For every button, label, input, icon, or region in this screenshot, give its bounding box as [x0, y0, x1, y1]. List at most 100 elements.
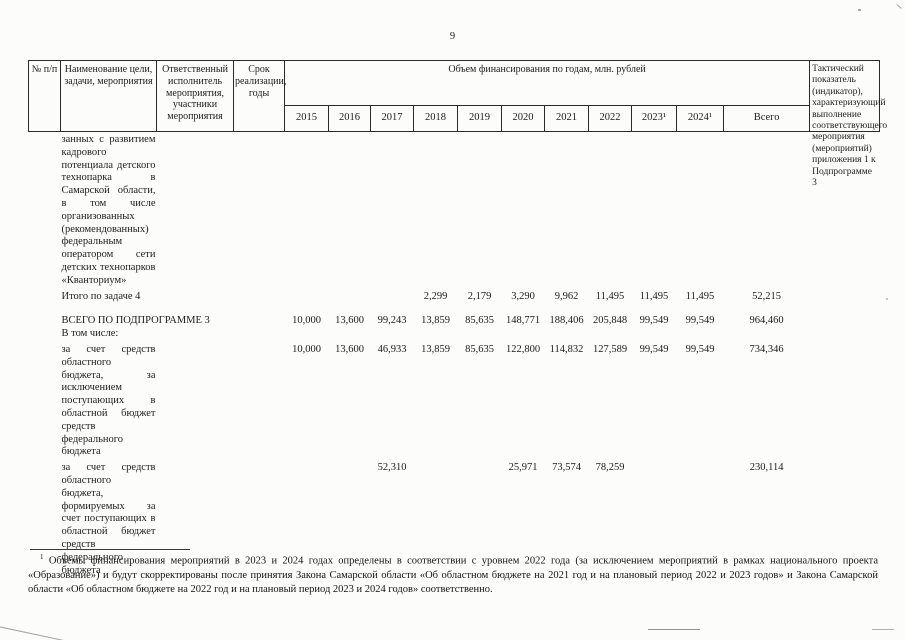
table-cell: 13,859: [421, 343, 450, 355]
table-cell: ВСЕГО ПО ПОДПРОГРАММЕ 3: [61, 315, 210, 327]
table-cell: 230,114: [749, 462, 784, 474]
table-cell: [285, 328, 329, 341]
table-row: за счет средств областного бюджета, форм…: [29, 459, 880, 577]
table-cell: [329, 288, 371, 304]
table-cell: [677, 328, 724, 341]
year-col-header: 2015: [284, 105, 329, 132]
table-cell: 78,259: [595, 462, 625, 474]
table-cell: [724, 132, 810, 288]
table-cell: [458, 328, 502, 341]
table-cell: [810, 303, 880, 328]
footnote-marker: 1: [40, 553, 44, 561]
table-cell: 10,000: [292, 343, 321, 355]
table-cell: [329, 132, 371, 288]
year-col-header: 2016: [328, 105, 371, 132]
table-cell: 734,346: [749, 343, 784, 355]
year-col-header: 2020: [501, 105, 545, 132]
table-cell: [371, 288, 414, 304]
table-cell: [545, 328, 589, 341]
table-cell: 148,771: [505, 315, 541, 327]
table-cell: 25,971: [508, 462, 538, 474]
table-cell: [234, 341, 285, 459]
footnote-body: Объемы финансирования мероприятий в 2023…: [28, 555, 878, 595]
table-cell: [29, 303, 61, 328]
table-cell: за счет средств областного бюджета, форм…: [61, 462, 156, 576]
table-cell: 13,600: [335, 343, 364, 355]
year-col-header: 2023¹: [631, 105, 677, 132]
table-cell: [458, 132, 502, 288]
header-col-name: Наименование цели, задачи, мероприятия: [60, 60, 157, 132]
table-cell: 46,933: [377, 343, 407, 355]
table-row: за счет средств областного бюджета, за и…: [29, 341, 880, 459]
table-header-row-years: 2015 2016 2017 2018 2019 2020 2021 2022 …: [29, 105, 880, 132]
table-cell: 13,600: [335, 315, 364, 327]
table-cell: 52,215: [752, 290, 782, 302]
table-cell: 52,310: [377, 462, 407, 474]
table-cell: [371, 328, 414, 341]
year-col-header: Всего: [722, 105, 811, 132]
table-cell: 2,179: [467, 290, 492, 302]
table-cell: [677, 132, 724, 288]
header-col-num: № п/п: [28, 60, 61, 132]
year-col-header: 2018: [413, 105, 458, 132]
table-cell: [414, 132, 458, 288]
table-cell: 99,549: [685, 315, 715, 327]
table-cell: 13,859: [421, 315, 450, 327]
scan-artifact: [886, 298, 888, 300]
table-cell: 99,549: [639, 343, 669, 355]
table-cell: [589, 328, 632, 341]
table-cell: [724, 328, 810, 341]
header-col-financing: Объем финансирования по годам, млн. рубл…: [283, 60, 811, 106]
year-col-header: 2022: [588, 105, 632, 132]
table-cell: Итого по задаче 4: [61, 290, 141, 302]
table-cell: [545, 132, 589, 288]
footnote: 1 Объемы финансирования мероприятий в 20…: [28, 549, 878, 597]
table-cell: [285, 288, 329, 304]
table-cell: [234, 303, 285, 328]
table-cell: [29, 132, 61, 288]
table-cell: [234, 328, 285, 341]
table-header-row-groups: № п/п Наименование цели, задачи, меропри…: [28, 60, 887, 188]
table-cell: занных с развитием кадрового потенциала …: [61, 134, 156, 286]
table-cell: 114,832: [549, 343, 584, 355]
table-cell: [157, 328, 234, 341]
table-cell: [502, 132, 545, 288]
table-cell: [810, 341, 880, 459]
table-cell: [234, 132, 285, 288]
table-cell: [329, 328, 371, 341]
table-cell: [234, 288, 285, 304]
year-col-header: 2024¹: [676, 105, 724, 132]
scan-artifact: [858, 9, 861, 11]
table-row: занных с развитием кадрового потенциала …: [29, 132, 880, 288]
table-body: занных с развитием кадрового потенциала …: [29, 132, 880, 578]
table-cell: 3,290: [511, 290, 535, 302]
table-cell: [157, 341, 234, 459]
indicator-header-text: Тактический показатель (индикатор), хара…: [812, 64, 888, 188]
scan-artifact: [896, 4, 902, 9]
table-cell: [414, 328, 458, 341]
table-cell: 85,635: [465, 343, 494, 355]
footnote-text: 1 Объемы финансирования мероприятий в 20…: [28, 553, 878, 597]
table-cell: [502, 328, 545, 341]
financing-table: № п/п Наименование цели, задачи, меропри…: [28, 60, 887, 578]
table-row: ВСЕГО ПО ПОДПРОГРАММЕ 3 10,000 13,600 99,24…: [29, 303, 880, 328]
year-col-header: 2021: [544, 105, 589, 132]
table-cell: [29, 341, 61, 459]
header-col-indicator: Тактический показатель (индикатор), хара…: [809, 60, 887, 188]
year-col-header: 2019: [457, 105, 502, 132]
table-cell: 9,962: [554, 290, 579, 302]
table-cell: [632, 328, 677, 341]
scan-artifact: [648, 629, 700, 630]
table-cell: 127,589: [592, 343, 628, 355]
table-cell: [29, 288, 61, 304]
table-cell: 205,848: [592, 315, 628, 327]
table-cell: 964,460: [749, 315, 784, 327]
page-number: 9: [449, 31, 456, 42]
table-cell: 99,549: [639, 315, 669, 327]
table-cell: 10,000: [292, 315, 321, 327]
table-row: В том числе:: [29, 328, 880, 341]
table-cell: 188,406: [549, 315, 584, 327]
footnote-separator: [30, 549, 190, 550]
table-cell: [810, 288, 880, 304]
